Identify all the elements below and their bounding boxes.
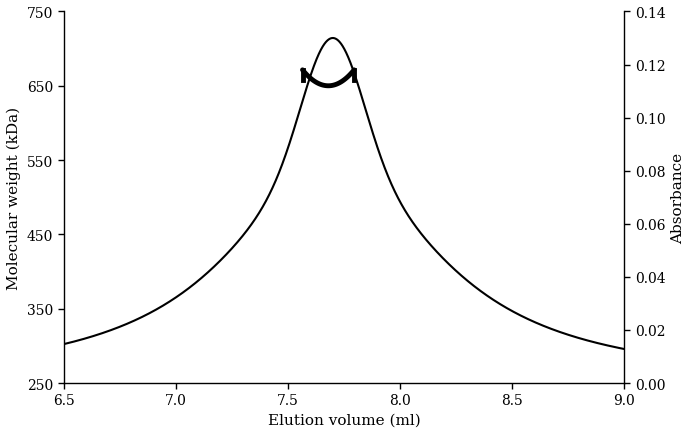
X-axis label: Elution volume (ml): Elution volume (ml) <box>268 413 420 427</box>
Y-axis label: Absorbance: Absorbance <box>671 152 685 243</box>
Y-axis label: Molecular weight (kDa): Molecular weight (kDa) <box>7 106 21 289</box>
